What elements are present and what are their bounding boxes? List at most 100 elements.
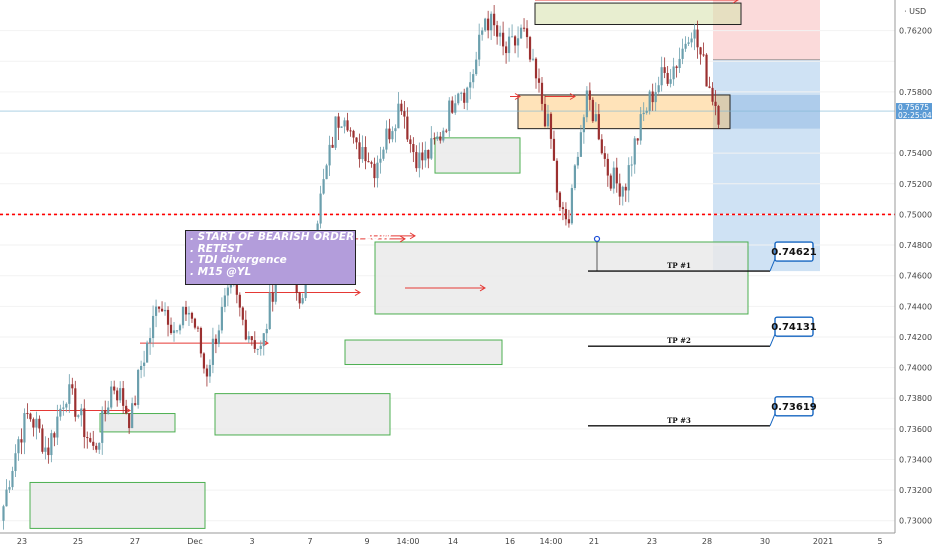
candle-body-79 — [238, 294, 241, 308]
candle-body-42 — [128, 413, 131, 429]
x-tick-14: 30 — [760, 537, 770, 546]
candles-layer — [2, 5, 720, 530]
y-tick-15: 0.73000 — [899, 517, 932, 526]
candle-body-110 — [331, 144, 334, 148]
candle-body-214 — [642, 112, 645, 115]
candle-body-155 — [466, 87, 469, 103]
candle-body-78 — [235, 281, 238, 295]
candle-body-161 — [484, 18, 487, 31]
candle-body-90 — [271, 292, 274, 302]
x-tick-2: 27 — [130, 537, 140, 546]
candle-body-109 — [328, 144, 331, 166]
candle-body-183 — [549, 113, 553, 139]
candle-body-206 — [618, 183, 621, 197]
candle-body-80 — [241, 307, 244, 320]
candle-body-41 — [125, 405, 128, 414]
x-tick-13: 28 — [702, 537, 712, 546]
candle-body-116 — [349, 130, 352, 132]
candle-body-49 — [148, 338, 152, 343]
candle-body-201 — [603, 153, 606, 159]
candle-body-186 — [558, 192, 562, 208]
candle-body-212 — [636, 138, 639, 141]
candle-body-39 — [119, 388, 122, 401]
candle-body-129 — [388, 128, 391, 140]
candle-body-65 — [196, 327, 200, 329]
candle-body-151 — [454, 103, 457, 113]
candle-body-58 — [175, 330, 179, 332]
candle-body-50 — [151, 315, 155, 339]
candle-body-171 — [513, 36, 517, 46]
candle-body-208 — [624, 186, 627, 191]
candle-body-178 — [534, 58, 538, 79]
candle-body-217 — [651, 91, 654, 103]
candle-body-150 — [451, 100, 454, 113]
currency-label: ⋅ USD — [904, 7, 926, 16]
tp-price-label-3: 0.73619 — [771, 402, 817, 413]
annotation-line-3: . TDI divergence — [190, 254, 287, 266]
candle-body-76 — [229, 283, 232, 288]
candle-body-86 — [259, 345, 262, 349]
candle-body-131 — [394, 128, 397, 132]
candle-body-158 — [475, 59, 478, 75]
candle-body-113 — [340, 126, 343, 128]
candle-body-119 — [358, 142, 361, 160]
x-tick-3: Dec — [187, 537, 202, 546]
candle-body-146 — [439, 136, 442, 141]
tp-price-box-2 — [774, 316, 814, 337]
candle-body-236 — [708, 86, 711, 88]
candle-body-135 — [406, 116, 409, 140]
candle-body-159 — [478, 34, 481, 60]
candle-body-37 — [113, 386, 116, 391]
candle-body-136 — [409, 139, 412, 145]
candle-body-166 — [499, 32, 502, 37]
candle-body-115 — [346, 120, 349, 131]
candle-body-83 — [250, 336, 253, 341]
candle-body-68 — [205, 368, 209, 377]
candle-body-64 — [193, 318, 197, 328]
candle-body-127 — [382, 149, 385, 159]
candle-body-138 — [415, 152, 418, 169]
candle-body-200 — [600, 139, 603, 154]
level-arrow-head-2 — [354, 289, 361, 296]
candle-body-74 — [223, 295, 226, 307]
candle-body-238 — [714, 101, 717, 106]
tp-price-label-1: 0.74621 — [771, 247, 817, 258]
candle-body-187 — [561, 207, 565, 210]
y-tick-11: 0.73800 — [899, 394, 932, 403]
tp-price-box-1 — [774, 241, 814, 262]
y-tick-8: 0.74400 — [899, 302, 932, 311]
candle-body-185 — [555, 160, 559, 193]
x-tick-4: 3 — [249, 537, 254, 546]
candle-body-222 — [666, 72, 669, 84]
candle-body-148 — [445, 130, 448, 132]
candle-body-60 — [181, 306, 185, 326]
candle-body-124 — [373, 163, 376, 179]
tp-price-box-3 — [774, 396, 814, 417]
candle-body-197 — [591, 99, 594, 122]
candle-body-207 — [621, 186, 624, 197]
x-tick-12: 23 — [647, 537, 657, 546]
candle-body-28 — [86, 437, 89, 439]
entry-zone-highlight — [713, 94, 820, 129]
x-tick-15: 2021 — [813, 537, 833, 546]
candle-body-195 — [585, 90, 588, 118]
candle-body-120 — [361, 147, 364, 160]
buy-zone-4 — [344, 339, 503, 366]
candle-body-182 — [546, 113, 550, 127]
candle-body-107 — [322, 179, 325, 194]
candle-body-19 — [59, 408, 62, 417]
candle-body-224 — [672, 66, 675, 80]
candle-body-36 — [110, 386, 113, 408]
annotation-line-2: . RETEST — [190, 242, 242, 255]
candle-body-173 — [519, 27, 523, 39]
candle-body-162 — [487, 18, 490, 31]
candle-body-57 — [172, 330, 176, 334]
candle-body-7 — [23, 413, 26, 443]
candle-body-145 — [436, 136, 439, 140]
candle-body-9 — [29, 413, 32, 420]
candle-body-228 — [684, 43, 687, 49]
candle-body-134 — [403, 111, 406, 117]
candle-body-52 — [157, 306, 161, 309]
candle-body-221 — [663, 67, 666, 73]
